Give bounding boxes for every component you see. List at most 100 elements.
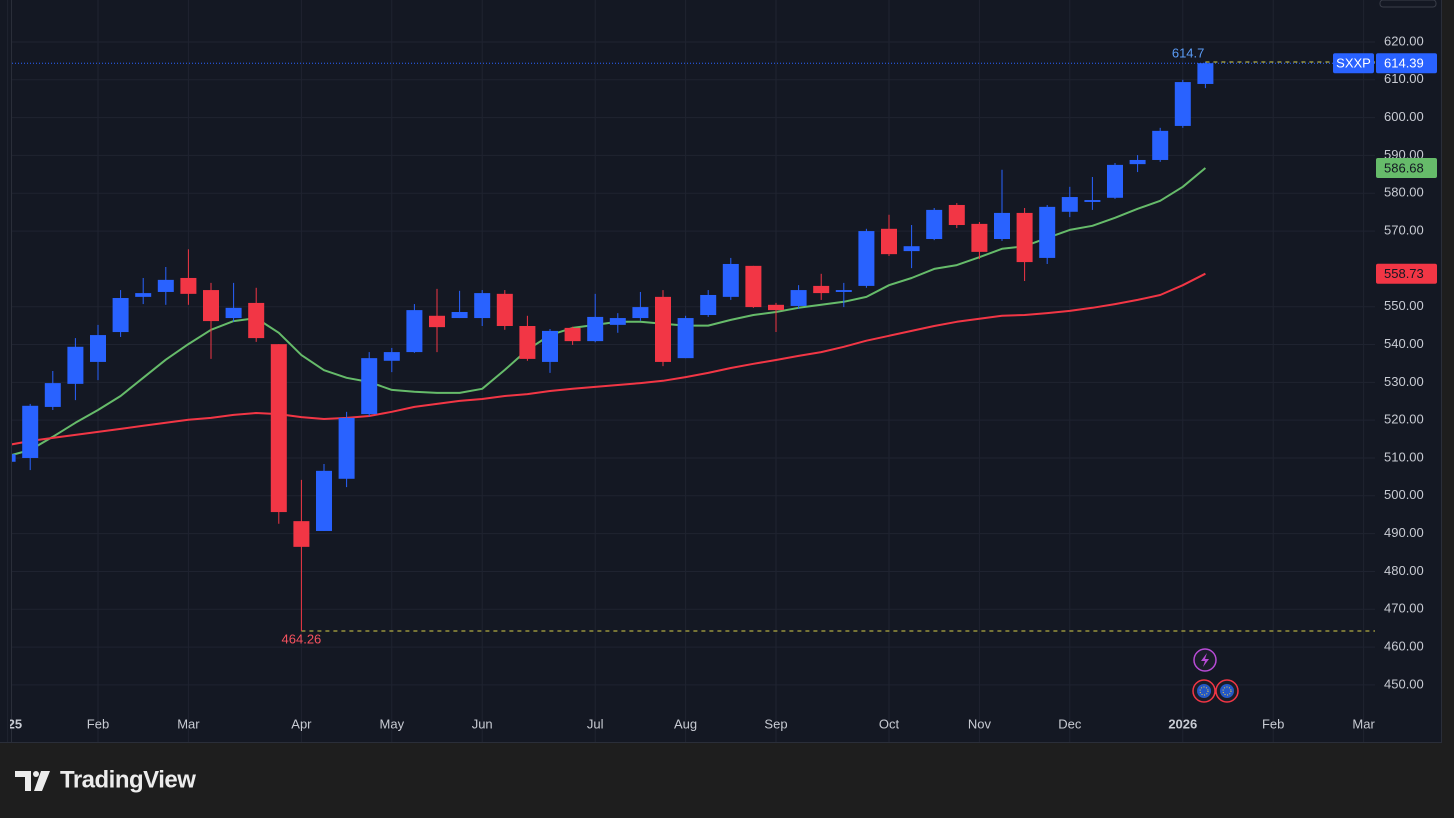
candle-body: [157, 279, 174, 292]
candle-body: [22, 405, 39, 458]
flag-icon: [1197, 684, 1211, 698]
x-tick-label: May: [380, 716, 405, 731]
price-badge: [1376, 53, 1437, 74]
y-tick-label: 530.00: [1384, 374, 1424, 389]
candle-body: [790, 290, 807, 306]
candle-body: [1197, 63, 1214, 84]
y-tick-label: 460.00: [1384, 639, 1424, 654]
symbol-badge-label: SXXP: [1336, 56, 1371, 71]
symbol-badge: [1333, 53, 1374, 74]
candle-body: [632, 307, 649, 319]
x-tick-label: Oct: [879, 716, 900, 731]
x-tick-label: 2026: [1168, 716, 1197, 731]
y-tick-label: 450.00: [1384, 676, 1424, 691]
candle-body: [881, 228, 897, 255]
candle-body: [994, 212, 1010, 240]
price-badge: [1376, 157, 1437, 178]
candle-body: [903, 246, 920, 252]
candle-body: [474, 293, 491, 319]
x-tick-label: Sep: [764, 716, 787, 731]
x-tick-label: Mar: [1352, 716, 1375, 731]
candle-body: [203, 290, 219, 322]
candle-body: [90, 335, 106, 362]
y-tick-label: 500.00: [1384, 487, 1424, 502]
candle-body: [609, 318, 626, 325]
plot-area: 614.7 464.26: [12, 45, 1375, 646]
candle-body: [542, 330, 558, 362]
price-badge: [1376, 263, 1437, 284]
candle-body: [12, 454, 16, 462]
y-tick-label: 510.00: [1384, 449, 1424, 464]
logo-mark: [15, 771, 31, 791]
candle-body: [180, 277, 197, 294]
x-tick-label: Jul: [587, 716, 604, 731]
y-tick-label: 580.00: [1384, 185, 1424, 200]
candle-body: [1107, 164, 1123, 198]
candle-body: [971, 223, 988, 252]
candle-body: [429, 315, 445, 328]
candle-body: [225, 307, 242, 319]
candle-body: [451, 312, 468, 319]
y-tick-label: 610.00: [1384, 71, 1424, 86]
candle-body: [361, 358, 378, 415]
candle-body: [835, 290, 852, 292]
candle-body: [44, 383, 61, 407]
x-tick-label: Apr: [291, 716, 312, 731]
price-badge-label: 614.39: [1384, 56, 1424, 71]
flag-icon: [1220, 684, 1234, 698]
price-badge-label: 558.73: [1384, 266, 1424, 281]
x-tick-label: Mar: [177, 716, 200, 731]
x-tick-label: Feb: [1262, 716, 1284, 731]
candle-body: [722, 263, 739, 297]
brand-name: TradingView: [60, 766, 196, 793]
candle-body: [519, 325, 536, 359]
candle-body: [496, 293, 513, 326]
high-annotation: 614.7: [1172, 45, 1205, 60]
x-tick-label: Jun: [472, 716, 493, 731]
candle-body: [1152, 130, 1169, 160]
moving-average-line: [12, 167, 1207, 456]
candle-body: [338, 417, 355, 479]
y-tick-label: 490.00: [1384, 525, 1424, 540]
candle-body: [1129, 159, 1146, 165]
event-icons: [1192, 648, 1239, 703]
logo-mark: [33, 771, 39, 777]
logo-mark: [34, 771, 50, 791]
moving-average-line: [12, 272, 1206, 446]
low-annotation: 464.26: [282, 631, 322, 646]
price-badges: 586.68 558.73 614.39 SXXP: [1333, 53, 1437, 284]
candle-body: [135, 293, 152, 297]
candle-body: [677, 318, 694, 359]
lightning-icon: [1201, 653, 1209, 667]
candle-body: [1084, 200, 1101, 202]
y-tick-label: 480.00: [1384, 563, 1424, 578]
candle-body: [383, 352, 400, 361]
x-tick-label: Feb: [87, 716, 109, 731]
candle-body: [948, 204, 965, 226]
candle-body: [1174, 82, 1191, 126]
x-axis: 2025 Feb Mar Apr May Jun Jul Aug Sep Oct Nov Dec 202…: [0, 716, 1375, 731]
candle-body: [926, 209, 943, 240]
candle-body: [564, 327, 581, 342]
x-tick-label: Dec: [1058, 716, 1082, 731]
brand-logo[interactable]: TradingView: [15, 766, 197, 793]
candle-body: [858, 231, 875, 286]
flag-stars: [1222, 686, 1232, 696]
x-tick-label: 2025: [0, 716, 22, 731]
candle-body: [112, 298, 129, 333]
y-tick-label: 600.00: [1384, 109, 1424, 124]
flag-stars: [1199, 686, 1209, 696]
candle-body: [293, 521, 310, 547]
candle-body: [316, 470, 332, 531]
y-tick-label: 470.00: [1384, 601, 1424, 616]
y-tick-label: 570.00: [1384, 223, 1424, 238]
candle-body: [67, 346, 84, 384]
candle-body: [1016, 212, 1033, 263]
y-tick-label: 620.00: [1384, 33, 1424, 48]
x-tick-label: Aug: [674, 716, 697, 731]
toolbar-tab[interactable]: [1379, 0, 1437, 8]
candle-body: [587, 316, 604, 342]
candle-body: [700, 294, 717, 316]
